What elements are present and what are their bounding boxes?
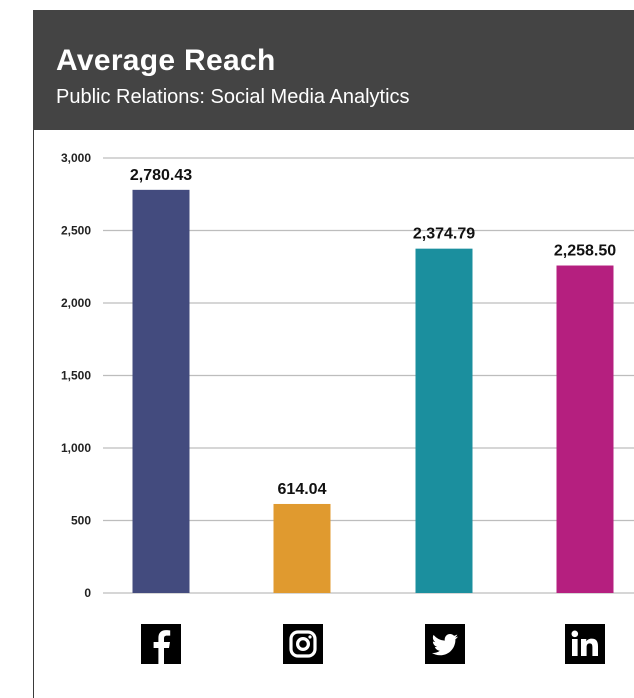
bar	[415, 248, 473, 593]
y-tick-label: 2,500	[61, 224, 91, 238]
chart-title: Average Reach	[56, 44, 276, 77]
facebook-icon	[141, 624, 181, 664]
instagram-icon	[283, 624, 323, 664]
chart-subtitle: Public Relations: Social Media Analytics	[56, 86, 410, 108]
data-label: 2,780.43	[130, 167, 192, 184]
twitter-icon	[425, 624, 465, 664]
y-tick-label: 500	[71, 514, 91, 528]
bar	[273, 503, 331, 593]
y-tick-label: 3,000	[61, 151, 91, 165]
y-tick-label: 1,500	[61, 369, 91, 383]
y-tick-label: 1,000	[61, 441, 91, 455]
linkedin-icon	[565, 624, 605, 664]
y-tick-label: 2,000	[61, 296, 91, 310]
chart-header: Average Reach Public Relations: Social M…	[33, 10, 634, 130]
data-label: 2,258.50	[554, 243, 616, 260]
data-label: 2,374.79	[413, 226, 475, 243]
bar	[556, 265, 614, 593]
bar	[132, 189, 190, 593]
y-tick-label: 0	[84, 586, 91, 600]
data-label: 614.04	[278, 481, 327, 498]
